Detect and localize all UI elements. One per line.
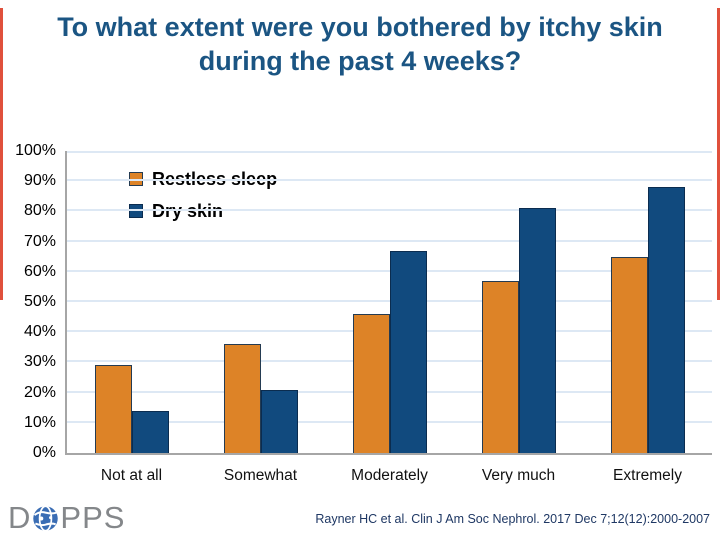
gridline (67, 239, 712, 242)
bar-dry-skin (260, 389, 298, 453)
chart-title-line2: during the past 4 weeks? (198, 46, 522, 76)
bar-restless-sleep (610, 256, 648, 453)
bar-restless-sleep (481, 280, 519, 453)
y-tick-label: 90% (23, 172, 56, 190)
legend-swatch-restless-sleep (129, 172, 143, 186)
legend-label: Restless sleep (152, 169, 278, 189)
y-tick-label: 100% (15, 142, 56, 159)
logo-letters-pps: PPS (60, 500, 126, 535)
chart-legend: Restless sleepDry skin (129, 169, 277, 221)
y-tick-label: 70% (23, 232, 56, 250)
gridline (67, 179, 712, 182)
bar-dry-skin (131, 410, 169, 453)
bar-restless-sleep (352, 314, 390, 453)
bar-dry-skin (647, 187, 685, 453)
citation-text: Rayner HC et al. Clin J Am Soc Nephrol. … (315, 512, 710, 526)
y-tick-label: 60% (23, 262, 56, 280)
gridline (67, 209, 712, 212)
y-tick-label: 80% (23, 202, 56, 220)
y-tick-label: 40% (23, 323, 56, 341)
gridline (67, 151, 712, 153)
plot-area: Restless sleepDry skin (65, 151, 712, 455)
y-tick-label: 30% (23, 353, 56, 371)
x-axis-label: Not at all (100, 467, 163, 484)
y-tick-label: 0% (32, 444, 56, 461)
legend-item: Restless sleep (129, 169, 277, 189)
chart-title-line1: To what extent were you bothered by itch… (57, 12, 663, 42)
x-axis-label: Moderately (351, 467, 428, 484)
y-tick-label: 50% (23, 293, 56, 310)
chart-title: To what extent were you bothered by itch… (20, 10, 700, 78)
x-axis-label: Very much (481, 467, 556, 484)
globe-icon (33, 504, 59, 532)
bar-restless-sleep (94, 365, 132, 453)
y-tick-label: 20% (23, 383, 56, 401)
dopps-logo: D PPS (8, 501, 125, 535)
logo-letter-d: D (8, 500, 32, 535)
y-tick-label: 10% (23, 413, 56, 431)
left-accent-line (0, 8, 3, 300)
x-axis-label: Extremely (613, 467, 682, 484)
right-accent-line (717, 8, 720, 300)
x-axis-label: Somewhat (223, 467, 298, 484)
bar-dry-skin (389, 250, 427, 453)
bar-restless-sleep (223, 344, 261, 453)
bar-dry-skin (518, 208, 556, 453)
